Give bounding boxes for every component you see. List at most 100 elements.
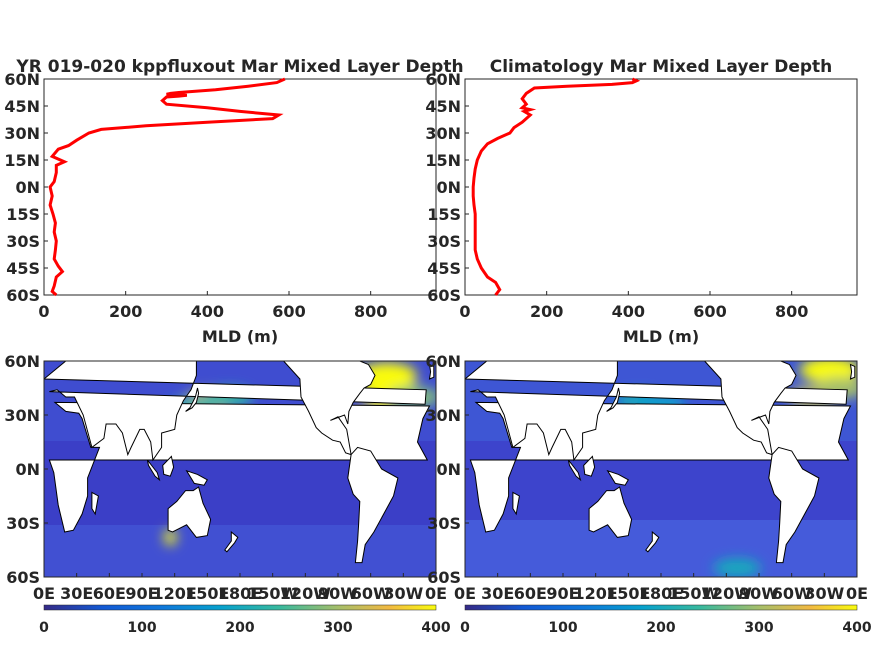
lat-tick-labels-left: 60N 30N 0N 30S 60S [4, 352, 48, 587]
y-tick-label: 45N [4, 97, 40, 116]
y-tick-label: 30S [6, 232, 40, 251]
lat-tick-label: 30N [425, 406, 461, 425]
continent-borneo [162, 455, 175, 477]
x-tick-label: 400 [191, 302, 224, 321]
colorbar-tick-label: 200 [225, 620, 254, 636]
y-tick-label: 15N [4, 151, 40, 170]
lon-tick-label: 150W [247, 584, 298, 603]
lat-tick-label: 30S [427, 514, 461, 533]
y-tick-label: 0N [15, 178, 40, 197]
lon-tick-label: 180E [639, 584, 683, 603]
mld-profile-line-right [471, 77, 641, 296]
lon-tick-label: 150E [185, 584, 229, 603]
mld-hotspot [164, 529, 177, 546]
profile-axes-left [43, 78, 437, 296]
continents-left [44, 361, 435, 564]
continent-madagascar [512, 491, 520, 516]
colorbar-tick-label: 200 [646, 620, 675, 636]
continent-japan [606, 387, 621, 412]
mld-profile-line-left [48, 77, 286, 297]
x-tick-label: 200 [530, 302, 563, 321]
lon-tick-label: 0E [33, 584, 55, 603]
lat-tick-label: 30N [4, 406, 40, 425]
lon-tick-label: 120W [280, 584, 331, 603]
colorbar-right [464, 604, 858, 611]
x-tick-label: 800 [775, 302, 808, 321]
x-tick-labels-right: 0 200 400 600 800 [459, 291, 808, 321]
lat-tick-labels-right: 60N 30N 0N 30S 60S [425, 352, 469, 587]
lat-tick-label: 60N [425, 352, 461, 371]
lon-tick-label: 120E [574, 584, 618, 603]
continent-new-guinea [185, 469, 208, 486]
lon-tick-label: 30W [383, 584, 423, 603]
y-tick-labels-left: 60N 45N 30N 15N 0N 15S 30S 45S 60S [4, 70, 48, 305]
continent-new-zealand [224, 530, 239, 553]
continents-right [465, 361, 856, 564]
colorbar-tick-label: 300 [323, 620, 352, 636]
lon-tick-label: 30E [60, 584, 93, 603]
y-tick-label: 30N [4, 124, 40, 143]
mld-map-right: 60N 30N 0N 30S 60S 0E 30E 60E 90E120E150E180E15… [425, 352, 872, 636]
lon-tick-label: 90E [125, 584, 158, 603]
continent-uk [428, 363, 435, 380]
colorbar-tick-labels-left: 0 100 200 300 400 [39, 620, 451, 636]
southern-band-right [465, 520, 857, 577]
mld-hotspot [713, 558, 762, 577]
continent-madagascar [91, 491, 99, 516]
lon-tick-labels-left: 0E 30E 60E 90E120E150E180E150W120W90W60W30W… [33, 573, 447, 603]
continent-eurasia [465, 361, 848, 462]
colorbar-tick-label: 0 [460, 620, 470, 636]
continent-greenland [795, 361, 810, 362]
lon-tick-label: 0E [846, 584, 868, 603]
x-tick-label: 800 [354, 302, 387, 321]
continent-new-zealand [645, 530, 660, 553]
lon-tick-label: 90E [546, 584, 579, 603]
continent-japan [185, 387, 200, 412]
y-tick-label: 30S [427, 232, 461, 251]
lat-tick-label: 0N [436, 460, 461, 479]
lon-tick-label: 60W [772, 584, 812, 603]
x-tick-label: 0 [459, 302, 470, 321]
continent-south-america [347, 446, 399, 564]
x-tick-label: 400 [612, 302, 645, 321]
y-tick-label: 60N [425, 70, 461, 89]
continent-australia [588, 486, 633, 538]
y-tick-label: 0N [436, 178, 461, 197]
x-tick-label: 0 [38, 302, 49, 321]
colorbar-tick-label: 300 [744, 620, 773, 636]
continent-sumatra [567, 459, 582, 482]
continent-north-america [253, 361, 376, 456]
profile-title-right: Climatology Mar Mixed Layer Depth [490, 57, 833, 77]
continent-uk [849, 363, 856, 380]
mld-map-left: 60N 30N 0N 30S 60S 0E 30E 60E 90E120E150E180E15… [4, 352, 451, 636]
continent-new-guinea [606, 469, 629, 486]
lon-tick-label: 60E [93, 584, 126, 603]
lon-tick-label: 0E [454, 584, 476, 603]
lon-tick-label: 150E [606, 584, 650, 603]
x-tick-label: 200 [109, 302, 142, 321]
lon-tick-label: 60E [514, 584, 547, 603]
x-axis-label-left: MLD (m) [202, 327, 278, 346]
x-tick-label: 600 [693, 302, 726, 321]
lat-tick-label: 60N [4, 352, 40, 371]
y-tick-label: 45S [6, 259, 40, 278]
lon-tick-label: 120W [701, 584, 752, 603]
y-tick-label: 60N [4, 70, 40, 89]
colorbar-tick-labels-right: 0 100 200 300 400 [460, 620, 872, 636]
lat-tick-label: 60S [427, 568, 461, 587]
x-axis-label-right: MLD (m) [623, 327, 699, 346]
colorbar-tick-label: 100 [127, 620, 156, 636]
lon-tick-label: 30W [804, 584, 844, 603]
southern-band-left [44, 525, 436, 577]
colorbar-tick-label: 0 [39, 620, 49, 636]
lat-tick-label: 0N [15, 460, 40, 479]
y-tick-label: 15N [425, 151, 461, 170]
lon-tick-labels-right: 0E 30E 60E 90E120E150E180E150W120W90W60W30W… [454, 573, 868, 603]
continent-greenland [374, 361, 389, 362]
lon-tick-label: 180E [218, 584, 262, 603]
y-tick-label: 60S [427, 286, 461, 305]
continent-north-america [674, 361, 797, 456]
y-tick-label: 15S [6, 205, 40, 224]
lat-tick-label: 60S [6, 568, 40, 587]
